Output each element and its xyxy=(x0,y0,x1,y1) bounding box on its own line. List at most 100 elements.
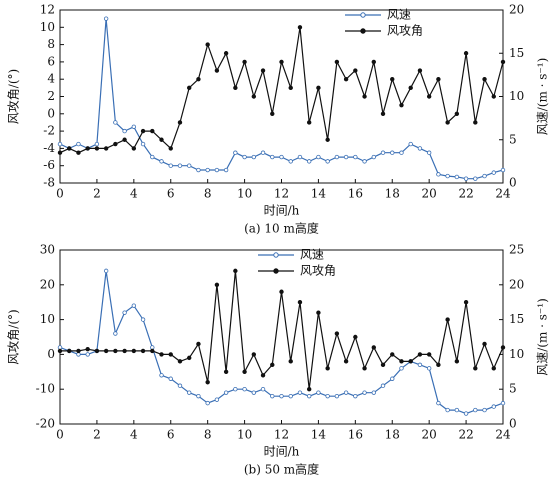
point xyxy=(445,173,450,179)
point xyxy=(122,310,127,315)
point xyxy=(76,141,81,147)
point xyxy=(491,170,496,175)
legend-label: 风速 xyxy=(300,248,324,262)
point xyxy=(260,68,266,73)
point xyxy=(76,150,81,155)
point xyxy=(288,159,293,164)
point xyxy=(343,76,349,82)
y2-tick-label: 0 xyxy=(509,176,517,190)
point xyxy=(362,159,367,164)
caption: (a) 10 m高度 xyxy=(244,221,319,236)
point xyxy=(297,154,303,160)
point xyxy=(159,352,164,357)
point xyxy=(500,167,506,173)
y-tick-label: 4 xyxy=(47,72,55,86)
point xyxy=(463,51,469,56)
point xyxy=(417,362,423,368)
point xyxy=(334,331,340,336)
point xyxy=(436,362,441,368)
point xyxy=(334,393,340,399)
series-line xyxy=(59,27,504,154)
x-tick-label: 18 xyxy=(385,428,400,442)
point xyxy=(140,317,146,322)
point xyxy=(150,154,155,160)
point xyxy=(288,359,293,364)
y-tick-label: 10 xyxy=(40,20,55,34)
point xyxy=(260,387,266,392)
x-tick-label: 2 xyxy=(93,428,101,442)
x-tick-label: 14 xyxy=(311,187,327,201)
x-tick-label: 10 xyxy=(237,187,252,201)
point xyxy=(140,128,146,134)
point xyxy=(177,120,183,125)
y-tick-label: 0 xyxy=(47,347,55,361)
point xyxy=(371,59,376,65)
point xyxy=(408,141,413,147)
point xyxy=(316,85,321,91)
x-tick-label: 6 xyxy=(167,428,175,442)
point xyxy=(150,345,155,350)
point xyxy=(76,352,81,357)
point xyxy=(168,163,173,168)
point xyxy=(196,341,201,347)
point xyxy=(205,400,210,406)
point xyxy=(233,268,238,274)
point xyxy=(334,59,340,65)
point xyxy=(94,141,100,147)
point xyxy=(353,68,358,73)
y-tick-label: 30 xyxy=(40,243,55,257)
point xyxy=(242,59,247,65)
point xyxy=(85,146,90,151)
point xyxy=(436,172,441,177)
point xyxy=(482,76,487,82)
y-axis-label: 风攻角/(°) xyxy=(7,309,21,364)
y2-tick-label: 10 xyxy=(509,89,524,103)
point xyxy=(408,359,413,364)
point xyxy=(325,393,330,399)
y2-axis-label: 风速/(m · s⁻¹) xyxy=(536,58,550,136)
point xyxy=(408,85,413,91)
point xyxy=(362,366,367,371)
legend-marker xyxy=(360,28,366,34)
point xyxy=(85,346,90,352)
point xyxy=(113,331,118,336)
point xyxy=(445,120,450,125)
point xyxy=(325,366,330,371)
point xyxy=(325,159,330,164)
series-line xyxy=(60,270,504,390)
x-tick-label: 22 xyxy=(458,428,473,442)
y2-tick-label: 25 xyxy=(509,243,524,257)
series-line xyxy=(59,18,504,180)
point xyxy=(306,393,312,399)
y2-tick-label: 5 xyxy=(509,382,517,396)
x-tick-label: 2 xyxy=(93,187,101,201)
point xyxy=(113,120,118,125)
point xyxy=(270,362,275,368)
point xyxy=(242,387,247,392)
point xyxy=(371,345,376,350)
legend-marker xyxy=(360,12,366,18)
y2-tick-label: 0 xyxy=(509,417,517,431)
point xyxy=(67,348,72,354)
x-tick-label: 6 xyxy=(167,187,175,201)
point xyxy=(334,154,340,160)
point xyxy=(454,359,460,364)
y2-tick-label: 15 xyxy=(509,46,524,60)
point xyxy=(140,141,146,147)
y2-axis-label: 风速/(m · s⁻¹) xyxy=(536,298,550,376)
x-tick-label: 20 xyxy=(422,428,437,442)
point xyxy=(214,282,220,287)
y-tick-label: -2 xyxy=(43,124,55,138)
y2-tick-label: 5 xyxy=(509,132,517,146)
x-tick-label: 8 xyxy=(204,187,212,201)
point xyxy=(205,42,210,47)
point xyxy=(177,359,183,364)
point xyxy=(426,94,432,99)
y-tick-label: 8 xyxy=(47,37,55,51)
point xyxy=(251,94,257,99)
point xyxy=(306,120,312,125)
point xyxy=(500,400,506,406)
point xyxy=(205,167,210,173)
point xyxy=(325,137,330,142)
point xyxy=(445,407,450,413)
